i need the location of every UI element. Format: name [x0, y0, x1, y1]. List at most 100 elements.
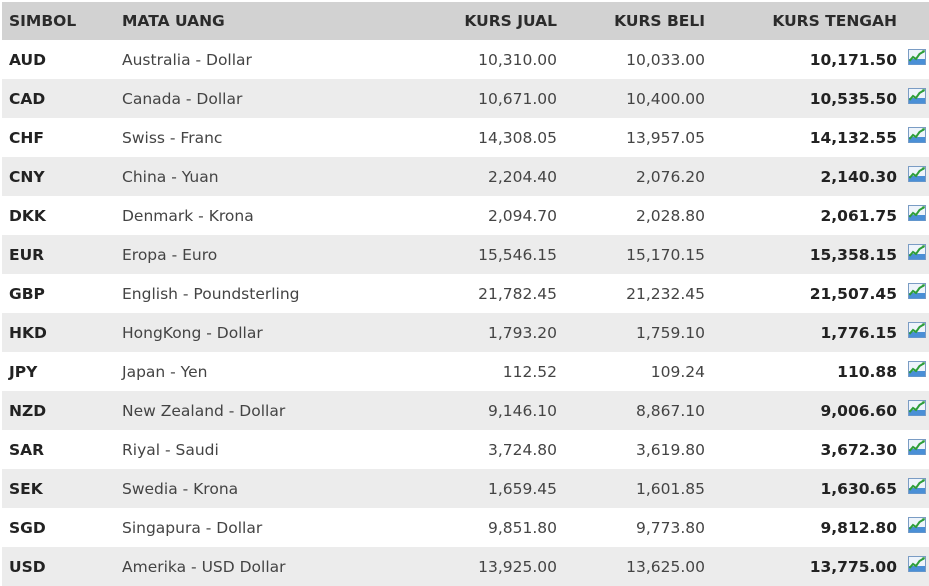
mid-rate: 21,507.45 — [705, 274, 897, 313]
currency-symbol: EUR — [2, 235, 122, 274]
line-chart-icon[interactable] — [907, 478, 926, 494]
chart-cell — [897, 196, 929, 235]
header-buy-rate: KURS BELI — [557, 2, 705, 40]
sell-rate: 2,094.70 — [402, 196, 557, 235]
chart-cell — [897, 391, 929, 430]
table-row: SEK Swedia - Krona 1,659.45 1,601.85 1,6… — [2, 469, 929, 508]
buy-rate: 9,773.80 — [557, 508, 705, 547]
table-row: JPY Japan - Yen 112.52 109.24 110.88 — [2, 352, 929, 391]
chart-cell — [897, 508, 929, 547]
buy-rate: 1,601.85 — [557, 469, 705, 508]
sell-rate: 10,671.00 — [402, 79, 557, 118]
table-row: SGD Singapura - Dollar 9,851.80 9,773.80… — [2, 508, 929, 547]
sell-rate: 14,308.05 — [402, 118, 557, 157]
chart-cell — [897, 352, 929, 391]
buy-rate: 21,232.45 — [557, 274, 705, 313]
currency-symbol: HKD — [2, 313, 122, 352]
currency-symbol: JPY — [2, 352, 122, 391]
line-chart-icon[interactable] — [907, 88, 926, 104]
mid-rate: 9,812.80 — [705, 508, 897, 547]
sell-rate: 21,782.45 — [402, 274, 557, 313]
header-mid-rate: KURS TENGAH — [705, 2, 897, 40]
mid-rate: 15,358.15 — [705, 235, 897, 274]
table-row: SAR Riyal - Saudi 3,724.80 3,619.80 3,67… — [2, 430, 929, 469]
table-row: AUD Australia - Dollar 10,310.00 10,033.… — [2, 40, 929, 79]
currency-symbol: SAR — [2, 430, 122, 469]
chart-cell — [897, 547, 929, 586]
mid-rate: 9,006.60 — [705, 391, 897, 430]
line-chart-icon[interactable] — [907, 322, 926, 338]
line-chart-icon[interactable] — [907, 556, 926, 572]
sell-rate: 1,659.45 — [402, 469, 557, 508]
chart-cell — [897, 274, 929, 313]
mid-rate: 2,061.75 — [705, 196, 897, 235]
currency-name: Canada - Dollar — [122, 79, 402, 118]
line-chart-icon[interactable] — [907, 166, 926, 182]
buy-rate: 109.24 — [557, 352, 705, 391]
currency-symbol: SEK — [2, 469, 122, 508]
mid-rate: 14,132.55 — [705, 118, 897, 157]
chart-cell — [897, 40, 929, 79]
table-row: NZD New Zealand - Dollar 9,146.10 8,867.… — [2, 391, 929, 430]
table-row: EUR Eropa - Euro 15,546.15 15,170.15 15,… — [2, 235, 929, 274]
currency-name: Swiss - Franc — [122, 118, 402, 157]
currency-symbol: CHF — [2, 118, 122, 157]
chart-cell — [897, 79, 929, 118]
buy-rate: 10,033.00 — [557, 40, 705, 79]
table-row: HKD HongKong - Dollar 1,793.20 1,759.10 … — [2, 313, 929, 352]
line-chart-icon[interactable] — [907, 205, 926, 221]
buy-rate: 8,867.10 — [557, 391, 705, 430]
buy-rate: 13,957.05 — [557, 118, 705, 157]
buy-rate: 15,170.15 — [557, 235, 705, 274]
currency-symbol: SGD — [2, 508, 122, 547]
sell-rate: 3,724.80 — [402, 430, 557, 469]
table-row: USD Amerika - USD Dollar 13,925.00 13,62… — [2, 547, 929, 586]
currency-symbol: CAD — [2, 79, 122, 118]
currency-symbol: AUD — [2, 40, 122, 79]
mid-rate: 10,171.50 — [705, 40, 897, 79]
currency-symbol: NZD — [2, 391, 122, 430]
currency-name: Riyal - Saudi — [122, 430, 402, 469]
buy-rate: 3,619.80 — [557, 430, 705, 469]
line-chart-icon[interactable] — [907, 361, 926, 377]
chart-cell — [897, 430, 929, 469]
mid-rate: 1,776.15 — [705, 313, 897, 352]
sell-rate: 9,851.80 — [402, 508, 557, 547]
mid-rate: 2,140.30 — [705, 157, 897, 196]
chart-cell — [897, 118, 929, 157]
sell-rate: 1,793.20 — [402, 313, 557, 352]
line-chart-icon[interactable] — [907, 439, 926, 455]
buy-rate: 2,076.20 — [557, 157, 705, 196]
line-chart-icon[interactable] — [907, 244, 926, 260]
chart-cell — [897, 157, 929, 196]
table-header: SIMBOL MATA UANG KURS JUAL KURS BELI KUR… — [2, 2, 929, 40]
sell-rate: 15,546.15 — [402, 235, 557, 274]
table-row: CHF Swiss - Franc 14,308.05 13,957.05 14… — [2, 118, 929, 157]
currency-name: Amerika - USD Dollar — [122, 547, 402, 586]
chart-cell — [897, 313, 929, 352]
line-chart-icon[interactable] — [907, 517, 926, 533]
line-chart-icon[interactable] — [907, 283, 926, 299]
header-row: SIMBOL MATA UANG KURS JUAL KURS BELI KUR… — [2, 2, 929, 40]
currency-name: Japan - Yen — [122, 352, 402, 391]
chart-cell — [897, 235, 929, 274]
currency-name: Denmark - Krona — [122, 196, 402, 235]
sell-rate: 112.52 — [402, 352, 557, 391]
mid-rate: 10,535.50 — [705, 79, 897, 118]
line-chart-icon[interactable] — [907, 49, 926, 65]
header-currency: MATA UANG — [122, 2, 402, 40]
buy-rate: 10,400.00 — [557, 79, 705, 118]
line-chart-icon[interactable] — [907, 400, 926, 416]
currency-name: HongKong - Dollar — [122, 313, 402, 352]
sell-rate: 2,204.40 — [402, 157, 557, 196]
currency-symbol: CNY — [2, 157, 122, 196]
mid-rate: 13,775.00 — [705, 547, 897, 586]
line-chart-icon[interactable] — [907, 127, 926, 143]
header-symbol: SIMBOL — [2, 2, 122, 40]
header-icon-column — [897, 2, 929, 40]
mid-rate: 110.88 — [705, 352, 897, 391]
sell-rate: 9,146.10 — [402, 391, 557, 430]
mid-rate: 3,672.30 — [705, 430, 897, 469]
currency-symbol: GBP — [2, 274, 122, 313]
